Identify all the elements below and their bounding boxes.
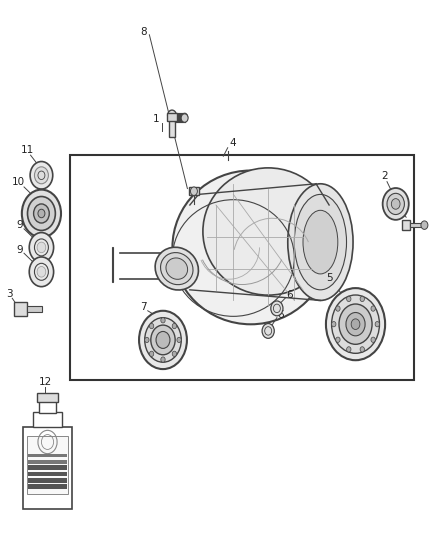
Circle shape [38, 209, 45, 217]
Bar [33, 413, 62, 427]
Text: 2: 2 [381, 172, 388, 181]
Circle shape [35, 167, 48, 184]
Bar [39, 400, 57, 414]
Circle shape [336, 337, 340, 342]
Circle shape [346, 347, 351, 352]
Circle shape [28, 197, 55, 230]
Bar [14, 302, 27, 316]
Circle shape [387, 193, 404, 215]
Ellipse shape [203, 168, 333, 295]
Circle shape [172, 351, 177, 357]
Bar [28, 478, 67, 483]
Circle shape [391, 199, 400, 209]
Bar [28, 472, 67, 477]
Circle shape [383, 188, 409, 220]
Text: 1: 1 [152, 114, 159, 124]
Circle shape [30, 161, 53, 189]
Ellipse shape [166, 258, 187, 279]
Circle shape [271, 301, 283, 316]
Circle shape [346, 312, 365, 336]
Circle shape [375, 321, 379, 327]
Bar [27, 436, 68, 495]
Circle shape [332, 295, 379, 353]
Bar [28, 460, 67, 464]
Bar [27, 306, 42, 312]
Circle shape [149, 351, 154, 357]
Text: 12: 12 [39, 377, 52, 387]
Circle shape [29, 257, 53, 287]
Text: 4: 4 [230, 139, 236, 149]
Bar [28, 484, 67, 489]
Bar [167, 113, 177, 120]
Ellipse shape [288, 184, 353, 301]
Circle shape [139, 311, 187, 369]
Circle shape [360, 347, 364, 352]
Circle shape [181, 114, 188, 122]
Text: 11: 11 [21, 145, 34, 155]
Bar [112, 247, 113, 282]
Circle shape [22, 190, 61, 237]
Circle shape [145, 318, 181, 362]
Circle shape [156, 332, 170, 349]
Circle shape [29, 232, 53, 262]
Bar [410, 223, 424, 227]
Circle shape [177, 337, 181, 343]
Ellipse shape [161, 253, 193, 285]
Bar [37, 393, 58, 402]
Circle shape [145, 337, 149, 343]
Text: 8: 8 [140, 27, 147, 37]
Circle shape [37, 242, 46, 253]
Text: 9: 9 [16, 220, 23, 230]
Text: 6: 6 [277, 310, 284, 320]
Text: 3: 3 [395, 199, 402, 209]
Bar [70, 155, 414, 381]
Circle shape [339, 304, 372, 344]
Bar [169, 118, 176, 136]
Text: 10: 10 [12, 176, 25, 187]
Circle shape [262, 324, 274, 338]
Ellipse shape [173, 171, 329, 324]
Bar [23, 427, 72, 510]
Circle shape [421, 221, 428, 229]
Ellipse shape [303, 211, 338, 274]
Text: 5: 5 [326, 272, 333, 282]
Circle shape [360, 296, 364, 302]
Circle shape [168, 110, 177, 120]
Circle shape [161, 318, 165, 323]
Text: 7: 7 [140, 302, 147, 312]
Bar [28, 454, 67, 457]
Bar [189, 187, 199, 196]
Ellipse shape [294, 195, 346, 290]
Text: 3: 3 [6, 289, 13, 299]
Circle shape [34, 204, 49, 223]
Text: 6: 6 [286, 289, 293, 300]
Bar [28, 465, 67, 470]
Ellipse shape [155, 247, 198, 290]
Circle shape [371, 306, 375, 311]
Circle shape [161, 357, 165, 362]
Circle shape [332, 321, 336, 327]
Circle shape [37, 266, 46, 277]
Bar [402, 220, 410, 230]
Circle shape [149, 324, 154, 329]
Circle shape [151, 325, 175, 355]
Circle shape [371, 337, 375, 342]
Circle shape [172, 324, 177, 329]
Circle shape [346, 296, 351, 302]
Text: 9: 9 [16, 245, 23, 255]
Circle shape [182, 114, 187, 120]
Circle shape [336, 306, 340, 311]
Circle shape [326, 288, 385, 360]
Circle shape [351, 319, 360, 329]
Circle shape [191, 187, 198, 196]
